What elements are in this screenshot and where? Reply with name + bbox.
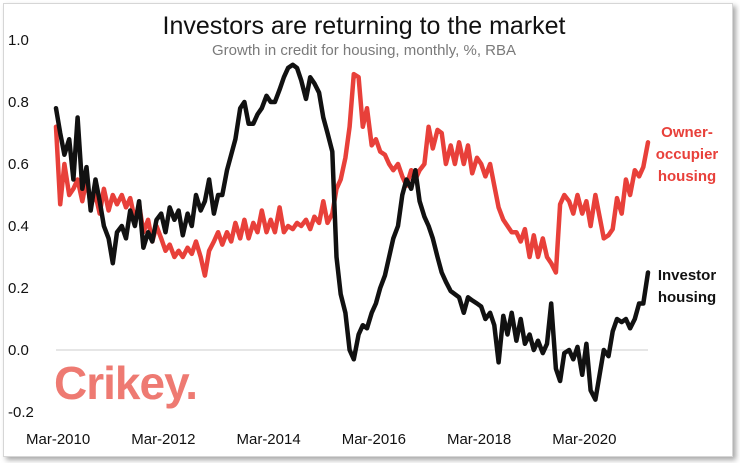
series-lines	[53, 62, 651, 402]
y-axis-ticks: 1.0 0.8 0.6 0.4 0.2 0.0 -0.2	[8, 32, 34, 421]
y-tick-label: 0.6	[8, 156, 29, 173]
x-tick-label: Mar-2012	[131, 431, 195, 448]
chart-subtitle: Growth in credit for housing, monthly, %…	[212, 42, 516, 59]
chart-title: Investors are returning to the market	[163, 12, 566, 40]
x-tick-label: Mar-2016	[342, 431, 406, 448]
y-tick-label: 0.4	[8, 218, 29, 235]
chart-card: Investors are returning to the market Gr…	[3, 3, 733, 457]
investor-label-line: Investor	[658, 267, 717, 284]
x-tick-label: Mar-2014	[236, 431, 300, 448]
y-tick-label: 0.2	[8, 280, 29, 297]
owner-occupier-label-line: occupier	[656, 146, 719, 163]
x-tick-label: Mar-2020	[552, 431, 616, 448]
owner-occupier-label-line: Owner-	[661, 124, 713, 141]
series-labels: Owner-occupier housing Investor housing	[656, 124, 719, 306]
y-tick-label: 0.8	[8, 94, 29, 111]
y-tick-label: -0.2	[8, 404, 34, 421]
investor-line	[53, 62, 651, 402]
x-axis-ticks: Mar-2010 Mar-2012 Mar-2014 Mar-2016 Mar-2018…	[26, 431, 616, 448]
x-tick-label: Mar-2010	[26, 431, 90, 448]
owner-occupier-label-line: housing	[658, 168, 716, 185]
crikey-logo: Crikey.	[54, 357, 197, 409]
investor-label-line: housing	[658, 289, 716, 306]
x-tick-label: Mar-2018	[447, 431, 511, 448]
y-tick-label: 0.0	[8, 342, 29, 359]
credit-growth-chart: Investors are returning to the market Gr…	[8, 12, 719, 448]
y-tick-label: 1.0	[8, 32, 29, 49]
